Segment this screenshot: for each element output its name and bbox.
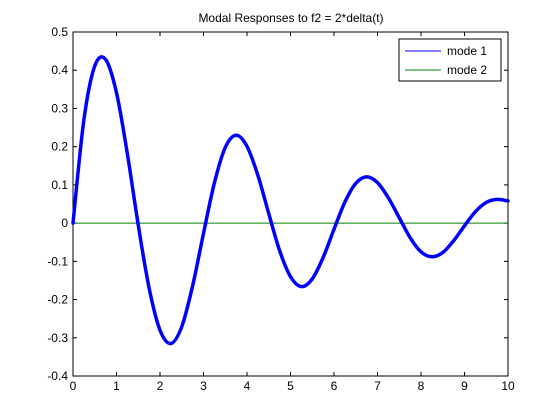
legend-label-1: mode 1 [447,44,487,58]
x-tick-label: 7 [374,379,381,393]
y-tick-label: -0.1 [47,254,68,268]
x-tick-label: 2 [157,379,164,393]
legend-box [398,38,502,82]
x-tick-label: 6 [331,379,338,393]
y-axis: -0.4 -0.3 -0.2 -0.1 0 0.1 0.2 0.3 0.4 0.5 [47,25,508,383]
x-tick-label: 5 [287,379,294,393]
y-tick-label: 0 [61,216,68,230]
y-tick-label: 0.1 [51,178,68,192]
series-line-mode-1 [71,55,510,346]
legend-label-2: mode 2 [447,63,487,77]
y-tick-label: -0.4 [47,369,68,383]
y-tick-label: 0.2 [51,140,68,154]
series-layer [71,55,510,346]
x-tick-label: 1 [113,379,120,393]
y-tick-label: 0.4 [51,63,68,77]
legend: mode 1 mode 2 [398,38,502,82]
x-axis: 0 1 2 3 4 5 6 7 8 9 10 [70,32,515,393]
y-tick-label: 0.5 [51,25,68,39]
y-tick-label: -0.3 [47,331,68,345]
x-tick-label: 9 [461,379,468,393]
y-tick-label: 0.3 [51,101,68,115]
x-tick-label: 4 [244,379,251,393]
plot-area [72,31,509,377]
x-tick-label: 0 [70,379,77,393]
x-tick-label: 3 [200,379,207,393]
x-tick-label: 10 [501,379,515,393]
y-tick-label: -0.2 [47,293,68,307]
x-tick-label: 8 [418,379,425,393]
chart-title: Modal Responses to f2 = 2*delta(t) [198,11,383,25]
